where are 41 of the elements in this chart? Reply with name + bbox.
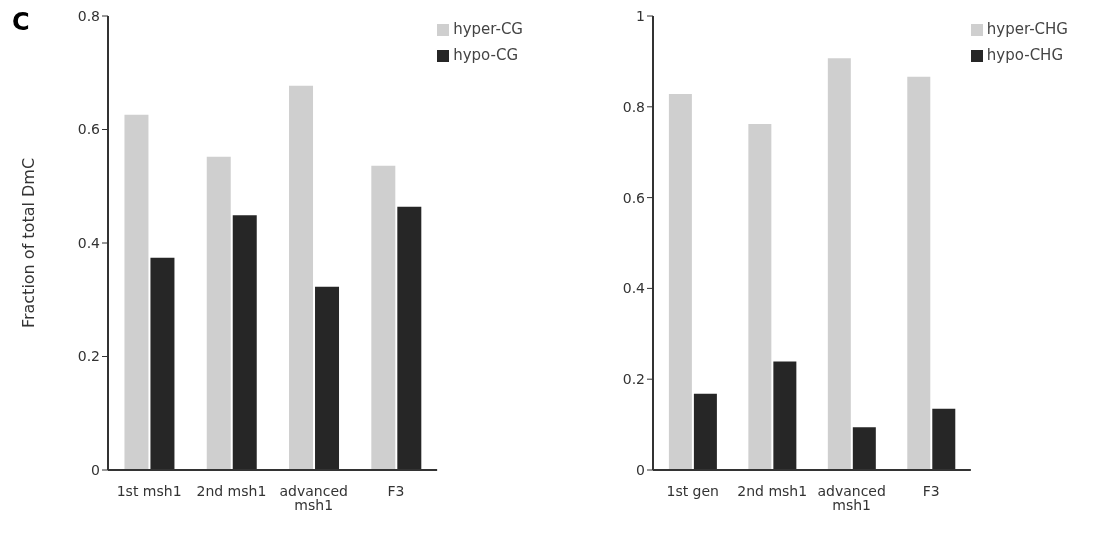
bar [827, 58, 851, 470]
bar [206, 156, 231, 470]
bar [852, 427, 876, 470]
y-tick-label: 0.8 [77, 7, 100, 24]
x-tick-label: 2nd msh1 [737, 482, 808, 499]
y-tick-label: 1 [636, 7, 645, 24]
bar [668, 94, 692, 470]
bar [124, 114, 149, 470]
bar [693, 393, 717, 470]
y-tick-label: 0 [91, 461, 100, 478]
x-tick-label: advanced msh1 [817, 482, 886, 513]
y-axis-title: Fraction of total DmC [18, 157, 38, 329]
y-tick-label: 0.2 [622, 371, 645, 388]
legend-label: hypo-CHG [986, 46, 1064, 64]
bar [907, 76, 931, 470]
y-tick-label: 0.6 [77, 121, 101, 138]
x-tick-label: F3 [387, 482, 405, 499]
y-tick-label: 0.6 [622, 189, 646, 206]
legend-label: hyper-CHG [986, 20, 1068, 38]
x-tick-label: 1st msh1 [116, 482, 182, 499]
x-tick-label: 2nd msh1 [196, 482, 267, 499]
text: C [12, 8, 30, 36]
x-tick-label: advanced msh1 [279, 482, 348, 513]
bar [232, 215, 257, 470]
bar [289, 85, 314, 470]
y-tick-label: 0 [636, 461, 645, 478]
legend-label: hypo-CG [453, 46, 519, 64]
bar [773, 361, 797, 470]
bar [150, 257, 175, 470]
y-tick-label: 0.8 [622, 98, 645, 115]
bar [371, 165, 396, 470]
bar [932, 408, 956, 470]
y-tick-label: 0.4 [622, 280, 646, 297]
y-tick-label: 0.2 [77, 348, 100, 365]
bar [315, 286, 340, 470]
bar [397, 206, 422, 470]
legend-label: hyper-CG [453, 20, 523, 38]
x-tick-label: 1st gen [666, 482, 719, 499]
bar [748, 124, 772, 470]
x-tick-label: F3 [922, 482, 940, 499]
y-tick-label: 0.4 [77, 234, 101, 251]
